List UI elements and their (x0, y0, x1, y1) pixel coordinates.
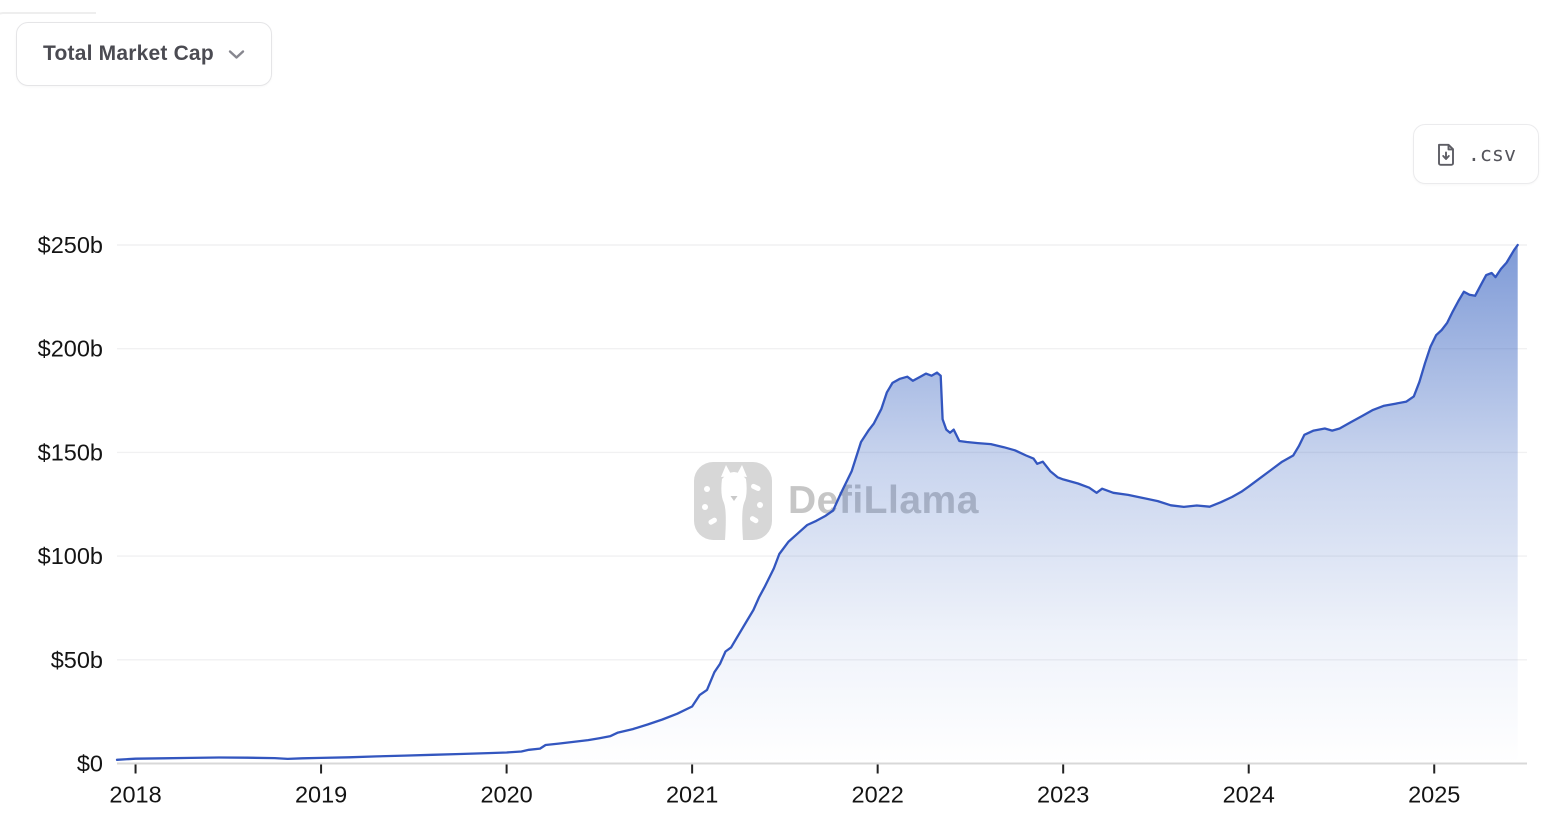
y-tick-label: $150b (38, 439, 103, 465)
y-tick-label: $0 (77, 751, 103, 777)
metric-selector-dropdown[interactable]: Total Market Cap (16, 22, 272, 86)
download-csv-label: .csv (1467, 142, 1516, 166)
series-line (115, 243, 1519, 761)
x-tick-label: 2022 (852, 782, 904, 808)
metric-selector-label: Total Market Cap (43, 42, 214, 65)
y-tick-label: $50b (51, 647, 103, 673)
x-tick-label: 2023 (1037, 782, 1089, 808)
y-tick-label: $100b (38, 543, 103, 569)
y-tick-label: $200b (38, 336, 103, 362)
x-tick-label: 2021 (666, 782, 718, 808)
area-fill (117, 245, 1518, 764)
x-tick-label: 2025 (1408, 782, 1460, 808)
file-download-icon (1436, 142, 1456, 166)
y-tick-label: $250b (38, 232, 103, 258)
download-csv-button[interactable]: .csv (1412, 124, 1539, 184)
x-tick-label: 2020 (480, 782, 532, 808)
chevron-down-icon (228, 49, 245, 60)
x-tick-label: 2024 (1223, 782, 1275, 808)
x-tick-label: 2019 (295, 782, 347, 808)
x-axis (117, 762, 1527, 774)
x-axis-labels: 2018 2019 2020 2021 2022 2023 2024 2025 (109, 782, 1460, 808)
y-axis-labels: $0 $50b $100b $150b $200b $250b (38, 232, 103, 777)
x-tick-label: 2018 (109, 782, 161, 808)
card-corner-decoration (0, 12, 96, 72)
